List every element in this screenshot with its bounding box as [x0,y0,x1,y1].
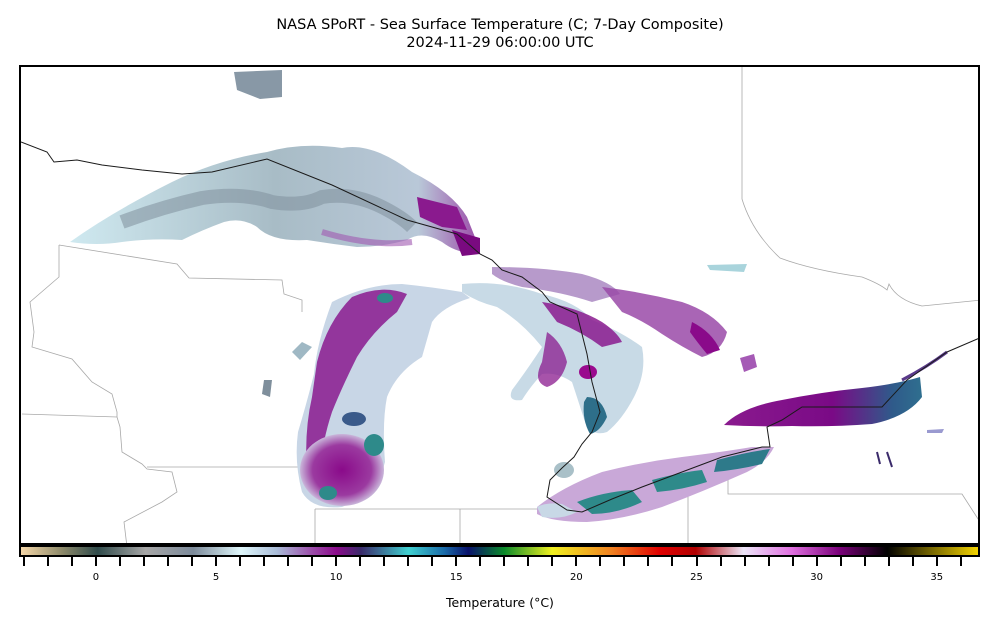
colorbar-tick-label: 25 [690,572,703,583]
colorbar-tick [863,557,866,566]
colorbar-tick [455,557,458,566]
colorbar-tick [407,557,410,566]
map-canvas [21,67,978,543]
colorbar-tick [46,557,49,566]
sst-map [19,65,980,545]
colorbar-tick [671,557,674,566]
colorbar-tick [887,557,890,566]
state-boundaries [21,67,978,543]
colorbar-tick [335,557,338,566]
colorbar-tick [695,557,698,566]
colorbar-tick [142,557,145,566]
colorbar-tick [383,557,386,566]
colorbar-label: Temperature (°C) [446,595,554,610]
colorbar-tick [911,557,914,566]
colorbar-tick [791,557,794,566]
lake-michigan [262,284,470,508]
colorbar-tick [239,557,242,566]
colorbar-tick [551,557,554,566]
chart-title: NASA SPoRT - Sea Surface Temperature (C;… [276,17,724,33]
lake-erie [537,447,774,522]
colorbar-tick [287,557,290,566]
colorbar-tick [215,557,217,566]
lake-superior [70,70,480,256]
colorbar-tick [719,557,722,566]
colorbar-tick [959,557,962,566]
colorbar-tick-label: 30 [810,572,823,583]
lake-st-clair [554,462,574,478]
colorbar-tick [503,557,506,566]
colorbar-tick-label: 10 [329,572,343,583]
colorbar-tick [839,557,842,566]
colorbar-tick [479,557,482,566]
colorbar-tick [599,557,602,566]
international-border [21,141,978,513]
lake-huron [462,264,757,434]
colorbar-tick [431,557,434,566]
colorbar-tick-label: 5 [212,572,220,583]
colorbar-tick [359,557,362,566]
colorbar-tick-label: 20 [570,572,583,583]
colorbar-tick-label: 15 [449,572,463,583]
colorbar-tick [743,557,746,566]
colorbar-tick [311,557,314,566]
colorbar-tick [767,557,770,566]
colorbar-tick-label: 35 [930,572,944,583]
colorbar [19,545,980,557]
chart-subtitle: 2024-11-29 06:00:00 UTC [406,35,594,51]
colorbar-tick [94,557,97,566]
colorbar-ticks [0,557,1000,569]
colorbar-tick [190,557,193,566]
colorbar-tick [935,557,938,566]
colorbar-tick [166,557,169,566]
colorbar-tick [575,557,578,566]
colorbar-tick [647,557,650,566]
colorbar-tick [70,557,73,566]
colorbar-tick [623,557,626,566]
colorbar-tick-label: 0 [92,572,100,583]
colorbar-tick [527,557,530,566]
colorbar-tick [263,557,266,566]
colorbar-tick [815,557,818,566]
colorbar-tick [118,557,121,566]
colorbar-tick [22,557,25,566]
